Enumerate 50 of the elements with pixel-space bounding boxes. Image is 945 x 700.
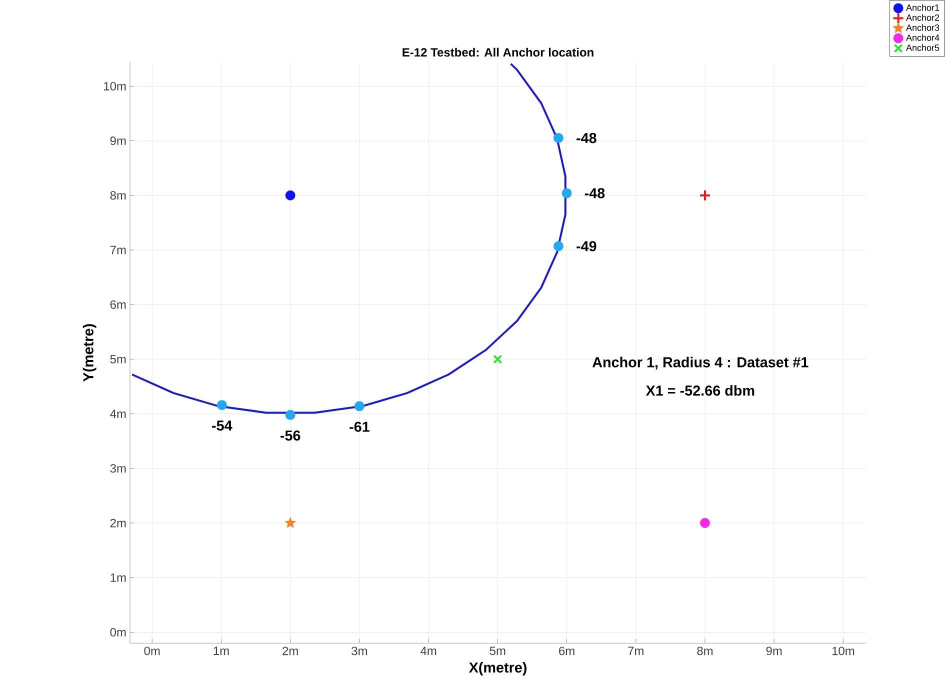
x-tick-label: 5m (490, 646, 506, 655)
y-tick-label: 6m (110, 300, 126, 309)
annotation: -56 (280, 430, 300, 441)
y-tick-label: 4m (110, 410, 126, 418)
x-tick-label: 9m (766, 646, 782, 656)
x-tick-label: 10m (832, 646, 854, 656)
point (553, 241, 564, 252)
annotation: X1 = -52.66 dbm (646, 385, 754, 396)
point (284, 516, 296, 528)
legend-label: Anchor2 (906, 14, 940, 21)
y-tick-label: 5m (110, 354, 126, 364)
y-tick-label: 8m (110, 191, 126, 200)
x-tick-label: 7m (628, 646, 644, 655)
annotation: -48 (584, 188, 605, 198)
legend-label: Anchor4 (906, 34, 940, 41)
annotation: Anchor 1, Radius 4 : Dataset #1 (592, 356, 808, 370)
annotation: -61 (350, 422, 370, 432)
point (698, 189, 711, 202)
x-tick-label: 0m (144, 646, 160, 656)
y-tick-label: 9m (110, 136, 126, 145)
legend-label: Anchor5 (906, 44, 940, 51)
point (562, 188, 572, 198)
annotation: -48 (576, 132, 596, 144)
point (700, 518, 710, 528)
annotation: -54 (212, 420, 232, 431)
x-tick-label: 6m (559, 646, 574, 656)
y-tick-label: 0m (110, 628, 126, 636)
x-tick-label: 1m (214, 646, 229, 655)
x-axis-title: X(metre) (468, 662, 526, 676)
annotation: -49 (576, 241, 596, 252)
x-tick-label: 4m (420, 646, 436, 655)
x-tick-label: 2m (282, 646, 298, 655)
x-tick-label: 3m (352, 646, 367, 656)
point (354, 401, 364, 412)
legend-label: Anchor1 (906, 4, 940, 11)
y-tick-label: 1m (110, 573, 126, 582)
y-tick-label: 3m (110, 464, 126, 473)
y-tick-label: 7m (110, 246, 126, 254)
x-tick-label: 8m (697, 646, 713, 656)
y-tick-label: 2m (110, 518, 126, 528)
point (285, 190, 296, 200)
point (493, 354, 502, 364)
point (285, 410, 296, 420)
y-axis-title: Y(metre) (82, 324, 96, 382)
line-series (131, 62, 566, 414)
legend-label: Anchor3 (906, 24, 940, 31)
point (216, 400, 227, 410)
y-tick-label: 10m (104, 82, 126, 90)
point (553, 132, 564, 143)
chart-title: E-12 Testbed: All Anchor location (402, 48, 594, 57)
